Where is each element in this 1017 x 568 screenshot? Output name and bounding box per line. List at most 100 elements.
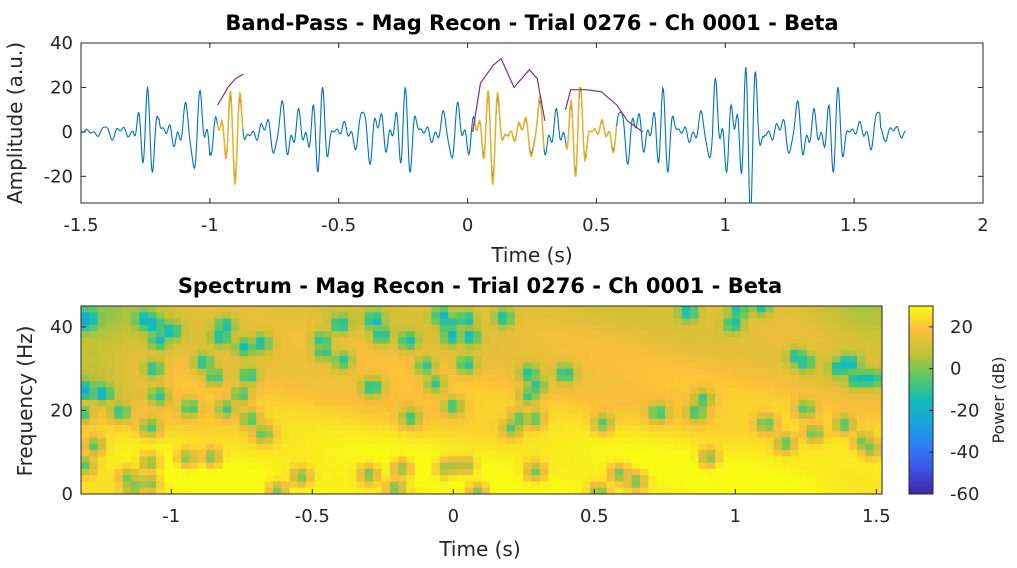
heatmap-cell (781, 387, 791, 395)
heatmap-cell (348, 324, 357, 332)
heatmap-cell (81, 368, 90, 376)
heatmap-cell (97, 437, 107, 445)
heatmap-cell (414, 356, 424, 363)
heatmap-cell (831, 425, 841, 432)
heatmap-cell (815, 418, 825, 426)
heatmap-cell (289, 349, 299, 357)
heatmap-cell (239, 462, 249, 470)
heatmap-cell (848, 306, 858, 313)
heatmap-cell (139, 400, 149, 407)
heatmap-cell (815, 306, 825, 313)
heatmap-cell (406, 368, 416, 376)
heatmap-cell (473, 356, 483, 363)
heatmap-cell (798, 481, 808, 489)
heatmap-cell (389, 437, 399, 445)
heatmap-cell (364, 324, 374, 332)
heatmap-cell (640, 343, 649, 351)
heatmap-cell (740, 374, 750, 382)
heatmap-cell (373, 318, 382, 326)
heatmap-cell (139, 381, 149, 389)
heatmap-cell (640, 475, 649, 483)
heatmap-cell (623, 381, 633, 389)
heatmap-cell (740, 437, 750, 445)
heatmap-cell (222, 374, 232, 382)
heatmap-cell (239, 381, 249, 389)
heatmap-cell (364, 387, 374, 395)
heatmap-cell (506, 318, 516, 326)
heatmap-cell (247, 487, 257, 494)
heatmap-cell (456, 324, 466, 332)
heatmap-cell (297, 462, 307, 470)
heatmap-cell (581, 387, 591, 395)
heatmap-cell (439, 337, 449, 345)
heatmap-cell (389, 456, 399, 464)
heatmap-cell (856, 462, 866, 470)
heatmap-cell (665, 318, 674, 326)
heatmap-cell (389, 431, 399, 439)
heatmap-cell (473, 331, 483, 338)
heatmap-cell (264, 356, 274, 363)
heatmap-cell (556, 349, 566, 357)
heatmap-cell (631, 443, 641, 451)
heatmap-cell (556, 450, 566, 457)
heatmap-cell (139, 374, 149, 382)
heatmap-cell (197, 406, 207, 414)
heatmap-cell (456, 312, 466, 320)
heatmap-cell (723, 324, 733, 332)
heatmap-cell (272, 456, 282, 464)
heatmap-cell (615, 431, 624, 439)
heatmap-cell (106, 450, 115, 457)
heatmap-cell (873, 431, 882, 439)
heatmap-cell (348, 443, 357, 451)
heatmap-cell (706, 456, 716, 464)
heatmap-cell (848, 487, 858, 494)
heatmap-cell (656, 387, 666, 395)
heatmap-cell (222, 481, 232, 489)
heatmap-cell (431, 337, 441, 345)
heatmap-cell (439, 306, 449, 313)
heatmap-cell (331, 349, 341, 357)
heatmap-cell (781, 481, 791, 489)
heatmap-cell (172, 487, 182, 494)
heatmap-cell (214, 487, 224, 494)
heatmap-cell (322, 431, 332, 439)
heatmap-cell (765, 425, 775, 432)
heatmap-cell (264, 387, 274, 395)
heatmap-cell (247, 331, 257, 338)
heatmap-cell (106, 406, 115, 414)
heatmap-cell (297, 306, 307, 313)
heatmap-cell (431, 487, 441, 494)
heatmap-cell (673, 374, 683, 382)
heatmap-cell (448, 349, 458, 357)
heatmap-cell (306, 306, 316, 313)
heatmap-cell (364, 418, 374, 426)
heatmap-cell (606, 356, 616, 363)
heatmap-cell (289, 475, 299, 483)
heatmap-cell (373, 387, 382, 395)
heatmap-cell (239, 387, 249, 395)
heatmap-cell (314, 462, 324, 470)
heatmap-cell (831, 418, 841, 426)
heatmap-cell (831, 349, 841, 357)
heatmap-cell (256, 468, 266, 476)
heatmap-cell (873, 487, 882, 494)
heatmap-cell (322, 456, 332, 464)
heatmap-cell (398, 475, 407, 483)
heatmap-cell (398, 393, 407, 401)
heatmap-cell (356, 356, 366, 363)
heatmap-cell (856, 368, 866, 376)
heatmap-cell (615, 481, 624, 489)
heatmap-cell (81, 387, 90, 395)
heatmap-cell (615, 387, 624, 395)
heatmap-cell (798, 468, 808, 476)
heatmap-cell (322, 312, 332, 320)
heatmap-cell (97, 312, 107, 320)
heatmap-cell (147, 368, 157, 376)
heatmap-cell (715, 412, 725, 420)
heatmap-cell (723, 412, 733, 420)
heatmap-cell (81, 475, 90, 483)
heatmap-cell (256, 418, 266, 426)
heatmap-cell (715, 406, 725, 414)
heatmap-cell (865, 343, 875, 351)
heatmap-cell (147, 487, 157, 494)
